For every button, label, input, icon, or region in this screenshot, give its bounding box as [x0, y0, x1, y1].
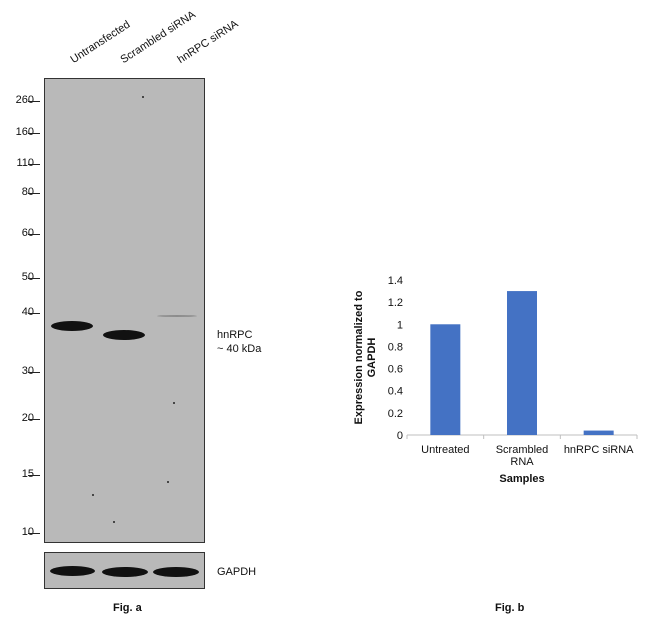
- blot-speck: [142, 96, 144, 98]
- bar-hnrpc-sirna: [583, 430, 614, 435]
- mw-tick: [28, 101, 40, 102]
- figure-b-caption: Fig. b: [495, 602, 525, 614]
- blot-speck: [173, 402, 175, 404]
- loading-control-label: GAPDH: [217, 566, 257, 578]
- y-axis-title: GAPDH: [366, 338, 378, 378]
- mw-tick: [28, 313, 40, 314]
- y-tick-label: 1.2: [388, 297, 403, 309]
- mw-marker-10: 10: [21, 526, 34, 538]
- gapdh-band-hnrpc-sirna: [153, 567, 199, 577]
- target-label-name: hnRPC: [217, 329, 253, 341]
- blot-speck: [113, 521, 115, 523]
- mw-tick: [28, 419, 40, 420]
- mw-marker-15: 15: [21, 468, 34, 480]
- x-tick-label: hnRPC siRNA: [564, 444, 634, 456]
- western-blot-main-panel: [44, 78, 205, 543]
- x-tick-label: Scrambled: [496, 444, 549, 456]
- y-tick-label: 0.4: [388, 386, 403, 398]
- x-axis-title: Samples: [499, 473, 544, 485]
- mw-tick: [28, 278, 40, 279]
- gapdh-band-untransfected: [50, 566, 95, 576]
- gapdh-band-scrambled-sirna: [102, 567, 148, 577]
- western-blot-gapdh-panel: [44, 552, 205, 589]
- bar-scrambled-rna: [507, 291, 537, 435]
- mw-marker-80: 80: [21, 186, 34, 198]
- target-label: hnRPC ~ 40 kDa: [217, 328, 261, 356]
- mw-tick: [28, 164, 40, 165]
- y-tick-label: 0.8: [388, 341, 403, 353]
- mw-marker-20: 20: [21, 412, 34, 424]
- expression-bar-chart: 0 0.2 0.4 0.6 0.8 1 1.2 1.4 Untreated ScrambledRN…: [353, 275, 638, 485]
- y-axis-title: Expression normalized to: [353, 290, 365, 424]
- mw-marker-260: 260: [15, 94, 34, 106]
- mw-marker-60: 60: [21, 227, 34, 239]
- blot-speck: [167, 481, 169, 483]
- mw-tick: [28, 475, 40, 476]
- mw-marker-40: 40: [21, 306, 34, 318]
- blot-speck: [92, 494, 94, 496]
- y-tick-label: 0: [397, 430, 403, 442]
- mw-marker-30: 30: [21, 365, 34, 377]
- mw-tick: [28, 133, 40, 134]
- y-tick-label: 1.4: [388, 275, 403, 287]
- bar-untreated: [430, 324, 461, 435]
- x-tick-label: Untreated: [421, 444, 469, 456]
- mw-tick: [28, 372, 40, 373]
- hnrpc-band-scrambled-sirna: [103, 330, 145, 340]
- hnrpc-band-hnrpc-sirna: [157, 315, 197, 317]
- y-tick-label: 0.2: [388, 408, 403, 420]
- mw-marker-50: 50: [21, 271, 34, 283]
- mw-marker-160: 160: [15, 126, 34, 138]
- x-tick-label: RNA: [510, 456, 534, 468]
- y-tick-label: 1: [397, 319, 403, 331]
- mw-marker-110: 110: [16, 157, 34, 169]
- mw-tick: [28, 193, 40, 194]
- y-tick-label: 0.6: [388, 364, 403, 376]
- mw-tick: [28, 234, 40, 235]
- hnrpc-band-untransfected: [51, 321, 93, 331]
- target-label-size: ~ 40 kDa: [217, 343, 262, 355]
- mw-tick: [28, 533, 40, 534]
- figure-a-caption: Fig. a: [113, 602, 142, 614]
